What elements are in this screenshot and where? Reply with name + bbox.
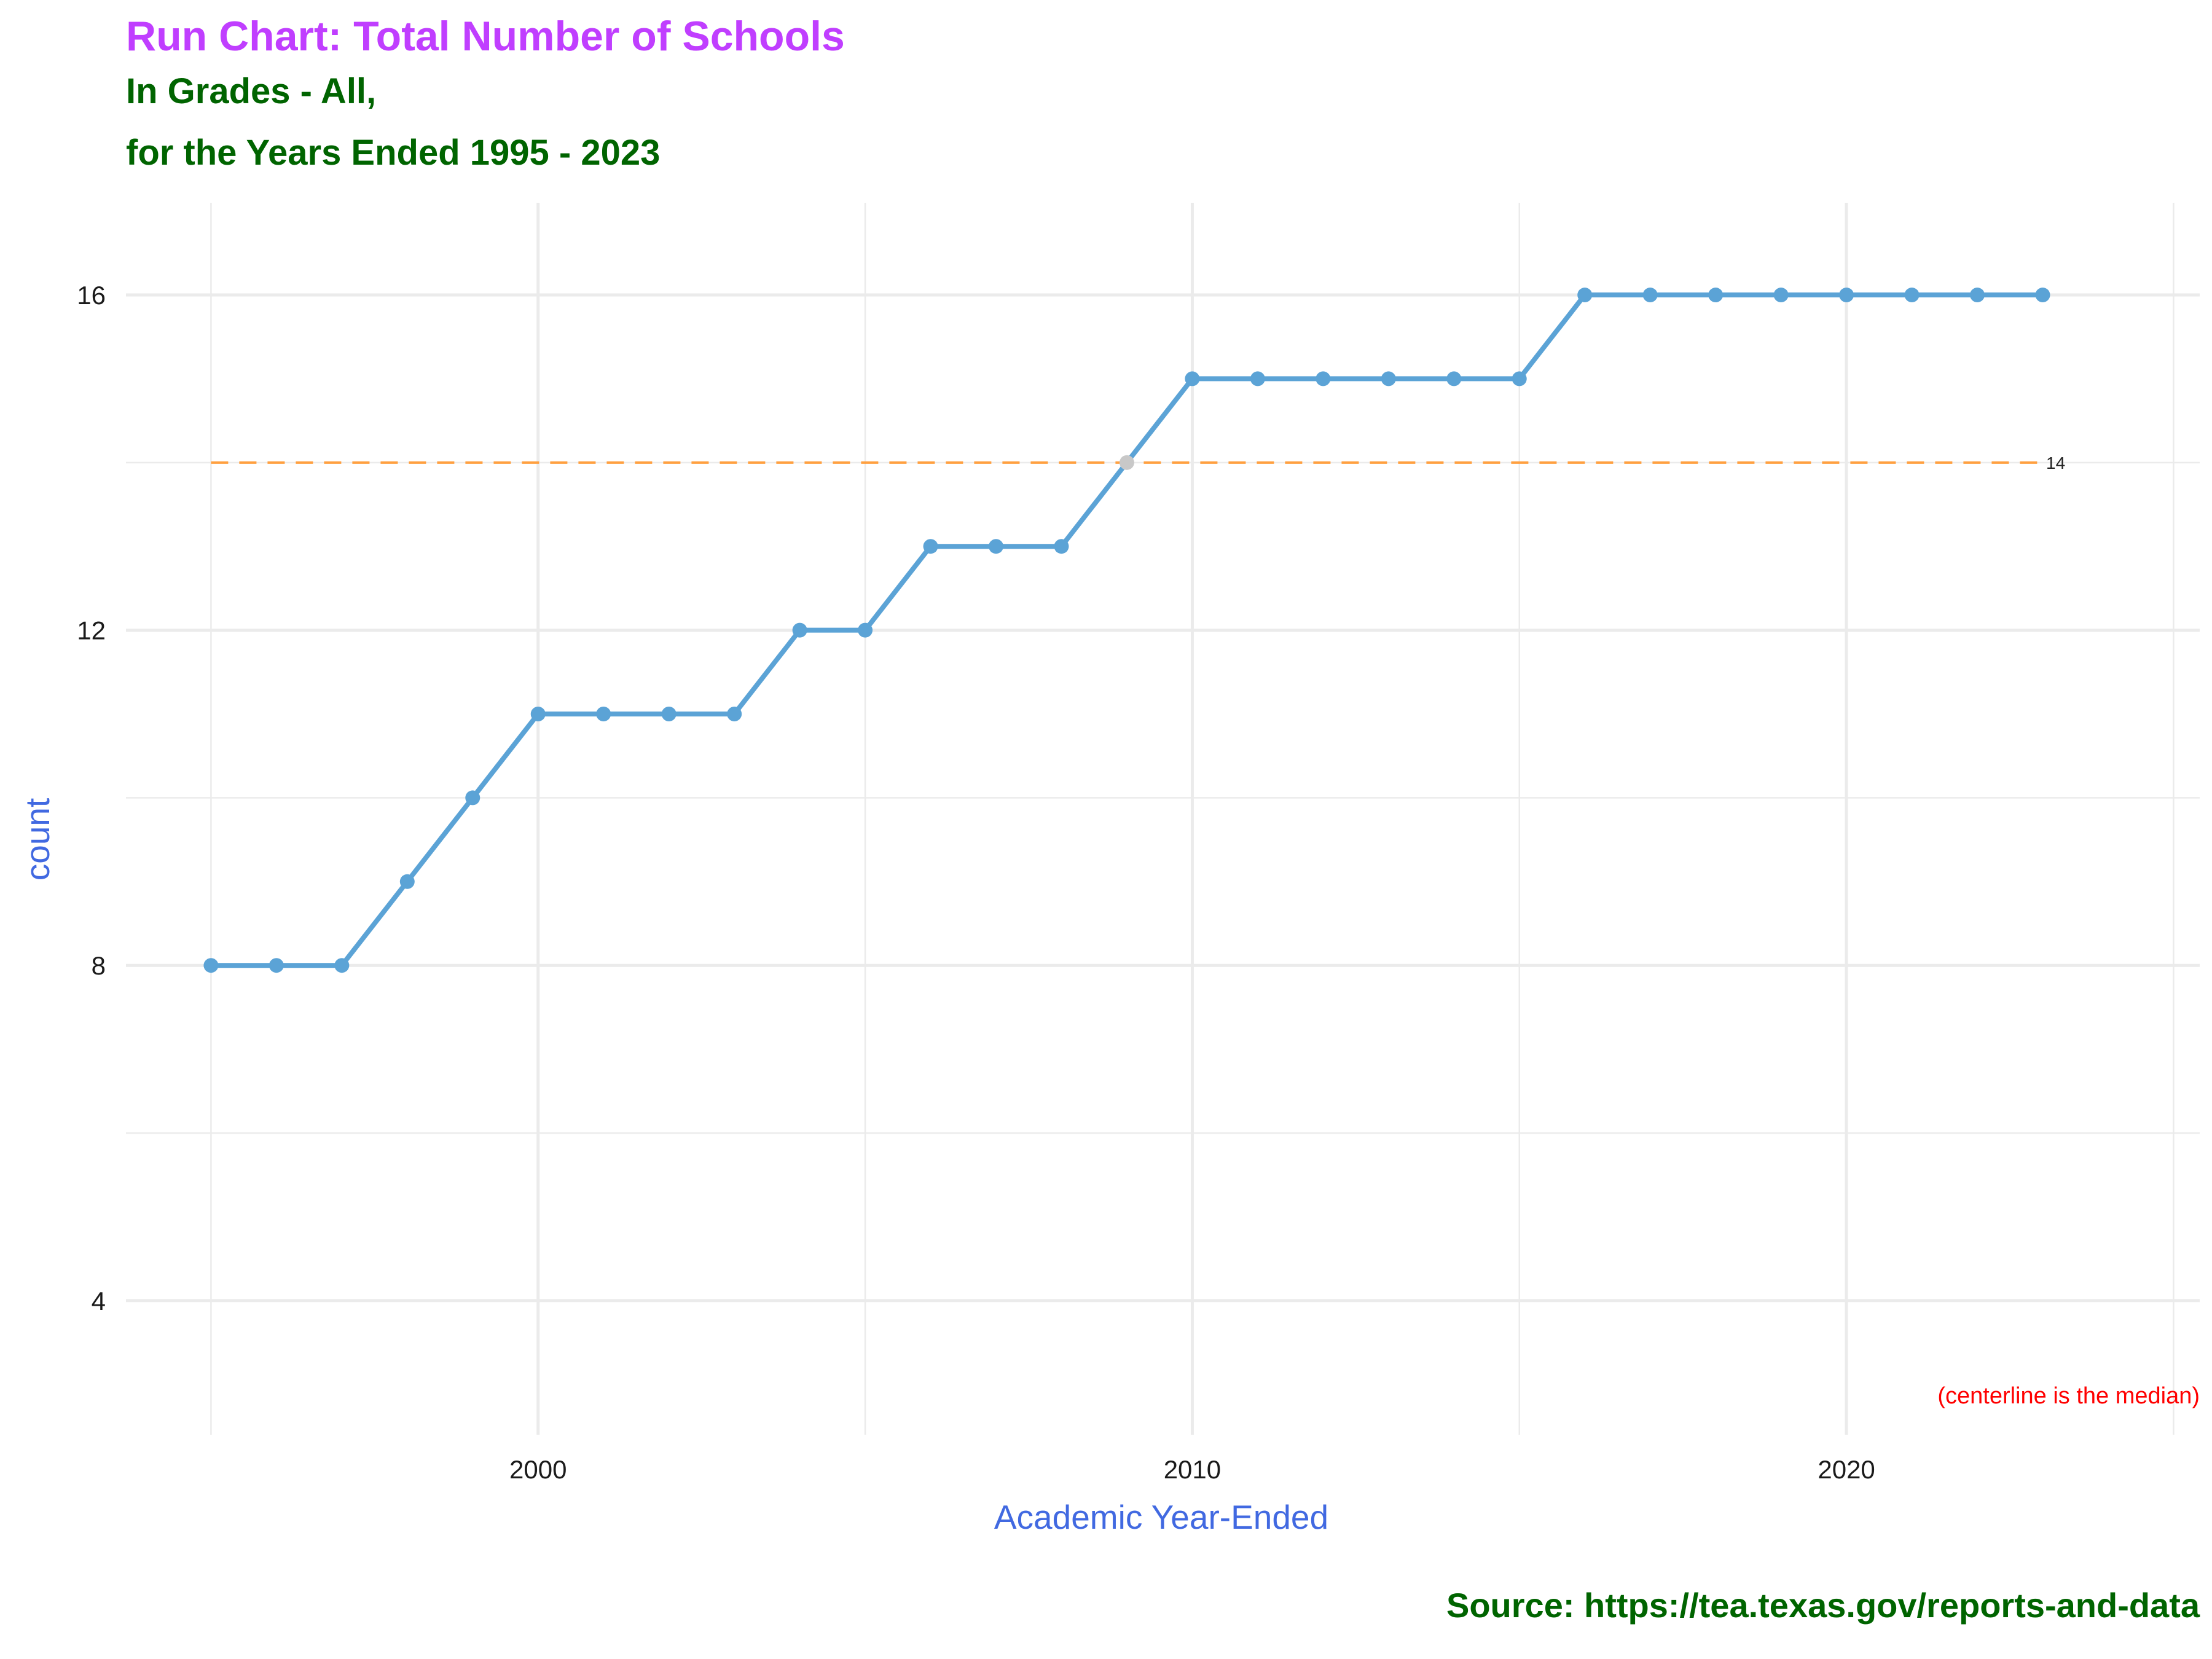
- data-point: [530, 707, 546, 722]
- data-point: [596, 707, 611, 722]
- data-point: [1577, 288, 1593, 303]
- ticks-layer: 4 8 12 16 2000 2010 2020: [77, 281, 1875, 1484]
- grid-layer: [126, 203, 2200, 1435]
- y-tick-label: 4: [92, 1287, 106, 1316]
- chart-subtitle-line-1: In Grades - All,: [126, 71, 376, 111]
- data-point: [1185, 371, 1200, 386]
- data-point: [1904, 288, 1920, 303]
- data-point: [334, 958, 350, 973]
- data-point: [989, 539, 1004, 554]
- data-point: [661, 707, 677, 722]
- data-point: [1773, 288, 1789, 303]
- data-point: [1839, 288, 1854, 303]
- y-tick-label: 12: [77, 616, 106, 645]
- chart-subtitle-line-2: for the Years Ended 1995 - 2023: [126, 133, 660, 173]
- data-point: [399, 874, 415, 889]
- data-point: [923, 539, 938, 554]
- source-caption: Source: https://tea.texas.gov/reports-an…: [1446, 1586, 2200, 1625]
- data-point: [792, 622, 807, 638]
- data-point: [727, 707, 742, 722]
- x-axis-title: Academic Year-Ended: [994, 1498, 1328, 1536]
- data-point: [1054, 539, 1069, 554]
- median-note: (centerline is the median): [1937, 1383, 2200, 1409]
- series-layer: [203, 288, 2050, 973]
- y-tick-label: 8: [92, 951, 106, 980]
- data-point: [2035, 288, 2050, 303]
- data-point: [1381, 371, 1396, 386]
- data-point: [1250, 371, 1265, 386]
- data-point: [203, 958, 219, 973]
- x-tick-label: 2020: [1818, 1455, 1875, 1484]
- data-point: [269, 958, 284, 973]
- data-point: [1708, 288, 1724, 303]
- y-axis-title: count: [18, 798, 57, 881]
- data-point: [1970, 288, 1985, 303]
- data-point: [1316, 371, 1331, 386]
- data-point: [1512, 371, 1527, 386]
- data-point: [465, 790, 480, 806]
- data-point: [858, 622, 873, 638]
- x-tick-label: 2000: [509, 1455, 567, 1484]
- data-point: [1642, 288, 1658, 303]
- y-tick-label: 16: [77, 281, 106, 310]
- x-tick-label: 2010: [1164, 1455, 1221, 1484]
- data-point: [1119, 455, 1134, 470]
- chart-title: Run Chart: Total Number of Schools: [126, 13, 845, 60]
- median-label: 14: [2046, 453, 2065, 473]
- data-point: [1446, 371, 1462, 386]
